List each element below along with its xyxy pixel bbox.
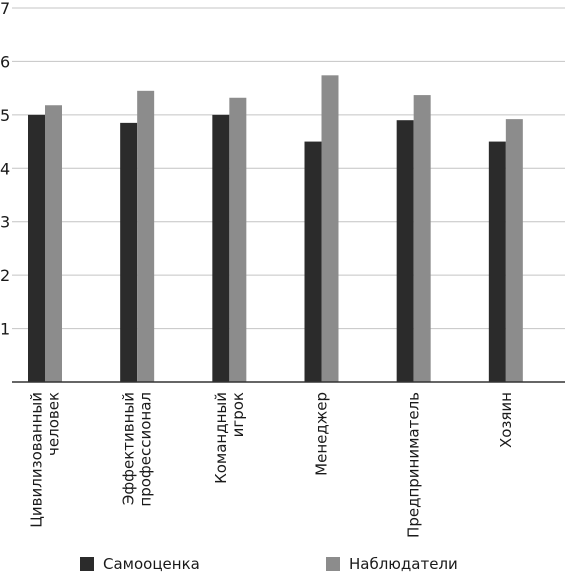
y-tick-label-7: 7 [0,0,10,18]
bar-self-1 [120,122,138,382]
bar-observers-5 [505,119,523,382]
legend-item-self-assessment: Самооценка [80,555,200,573]
bars [28,75,523,383]
y-tick-label-5: 5 [0,106,10,125]
y-tick-label-2: 2 [0,266,10,285]
bar-self-3 [304,141,322,382]
bar-chart: 1 2 3 4 5 6 7 Цивилизованныйчеловек Эффективный… [0,0,565,538]
bar-observers-3 [321,75,339,382]
x-category-label-4: Предприниматель [405,392,423,538]
y-axis-tick-labels: 1 2 3 4 5 6 7 [0,0,10,339]
legend-item-observers: Наблюдатели [326,555,458,573]
bar-observers-2 [229,97,247,382]
x-category-label-5: Хозяин [497,392,515,448]
y-tick-label-6: 6 [0,52,10,71]
x-category-label-3: Менеджер [313,392,331,476]
y-tick-label-4: 4 [0,159,10,178]
legend-swatch-observers [326,557,340,571]
y-tick-label-1: 1 [0,320,10,339]
legend-label-observers: Наблюдатели [349,555,458,573]
x-axis-category-labels: Цивилизованныйчеловек Эффективныйпрофесси… [28,392,515,538]
bar-self-2 [212,114,230,382]
gridlines [12,7,565,330]
legend-label-self-assessment: Самооценка [103,555,200,573]
x-category-label-2: Командныйигрок [212,392,247,484]
bar-observers-1 [137,90,155,383]
legend-swatch-self-assessment [80,557,94,571]
y-tick-label-3: 3 [0,213,10,232]
bar-observers-0 [45,105,62,383]
bar-self-4 [396,120,414,382]
legend: Самооценка Наблюдатели [0,555,570,576]
x-category-label-0: Цивилизованныйчеловек [28,392,63,528]
bar-self-0 [28,114,45,382]
bar-observers-4 [413,95,431,383]
x-category-label-1: Эффективныйпрофессионал [120,392,155,507]
bar-self-5 [488,141,506,382]
